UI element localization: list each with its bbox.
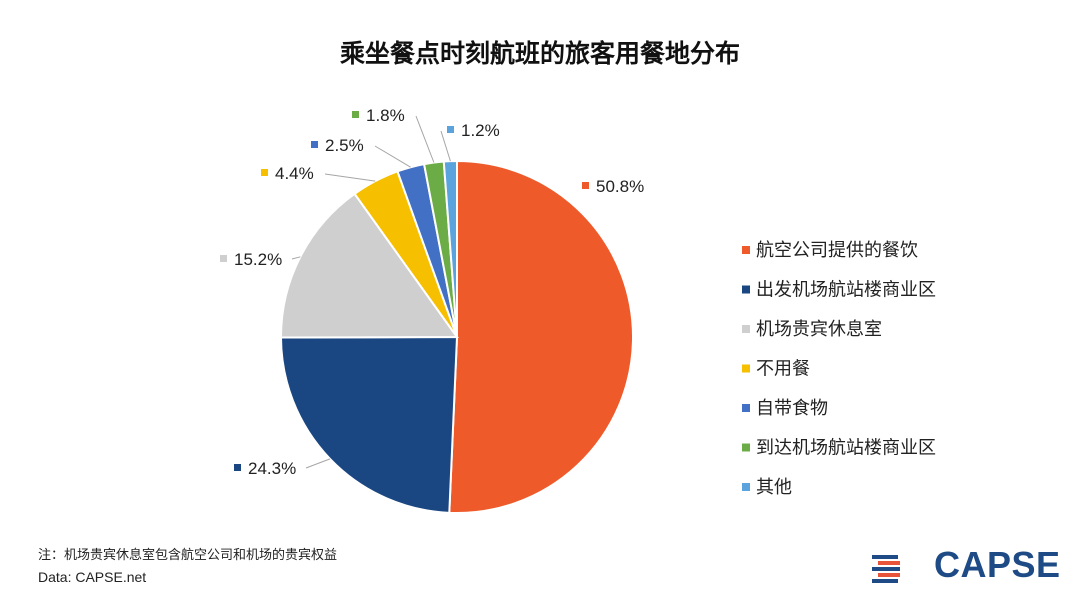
legend: 航空公司提供的餐饮出发机场航站楼商业区机场贵宾休息室不用餐自带食物到达机场航站楼… bbox=[742, 240, 936, 498]
data-label-text: 1.8% bbox=[366, 106, 405, 125]
data-label-marker bbox=[582, 182, 589, 189]
legend-item-7: 其他 bbox=[742, 477, 792, 498]
data-label-marker bbox=[261, 169, 268, 176]
data-label-5: 2.5% bbox=[311, 136, 364, 155]
footnote: 注：机场贵宾休息室包含航空公司和机场的贵宾权益 bbox=[38, 548, 338, 563]
legend-item-4: 不用餐 bbox=[742, 359, 810, 380]
data-label-6: 1.8% bbox=[352, 106, 405, 125]
data-label-marker bbox=[234, 464, 241, 471]
data-label-marker bbox=[447, 126, 454, 133]
data-label-7: 1.2% bbox=[447, 121, 500, 140]
data-label-3: 15.2% bbox=[220, 250, 282, 269]
data-label-text: 1.2% bbox=[461, 121, 500, 140]
legend-swatch bbox=[742, 404, 750, 412]
logo-stripes-icon bbox=[872, 555, 900, 583]
chart-title: 乘坐餐点时刻航班的旅客用餐地分布 bbox=[340, 39, 740, 68]
legend-label: 机场贵宾休息室 bbox=[756, 319, 882, 340]
legend-swatch bbox=[742, 246, 750, 254]
leader-line-3 bbox=[291, 256, 301, 260]
legend-swatch bbox=[742, 325, 750, 333]
legend-label: 不用餐 bbox=[756, 359, 810, 380]
data-label-text: 2.5% bbox=[325, 136, 364, 155]
leader-line-4 bbox=[324, 173, 376, 182]
data-label-text: 50.8% bbox=[596, 177, 644, 196]
leader-lines bbox=[291, 115, 451, 469]
legend-swatch bbox=[742, 443, 750, 452]
pie-slices bbox=[279, 159, 635, 514]
legend-label: 自带食物 bbox=[756, 398, 828, 419]
data-label-2: 24.3% bbox=[234, 459, 296, 478]
data-label-marker bbox=[352, 111, 359, 118]
legend-label: 出发机场航站楼商业区 bbox=[756, 280, 936, 301]
data-label-4: 4.4% bbox=[261, 164, 314, 183]
leader-line-6 bbox=[415, 115, 435, 163]
data-label-text: 24.3% bbox=[248, 459, 296, 478]
legend-label: 其他 bbox=[756, 477, 792, 498]
pie-slice-2 bbox=[279, 335, 459, 514]
data-label-1: 50.8% bbox=[582, 177, 644, 196]
legend-swatch bbox=[742, 285, 750, 294]
data-source: Data: CAPSE.net bbox=[38, 569, 147, 585]
leader-line-5 bbox=[374, 145, 411, 168]
logo-wordmark: CAPSE bbox=[934, 544, 1061, 585]
data-label-text: 4.4% bbox=[275, 164, 314, 183]
data-label-marker bbox=[220, 255, 227, 262]
capse-logo bbox=[872, 555, 900, 583]
legend-item-5: 自带食物 bbox=[742, 398, 828, 419]
leader-line-2 bbox=[305, 458, 331, 469]
legend-swatch bbox=[742, 483, 750, 491]
legend-item-3: 机场贵宾休息室 bbox=[742, 319, 882, 340]
legend-label: 到达机场航站楼商业区 bbox=[756, 438, 936, 459]
legend-swatch bbox=[742, 364, 750, 373]
data-label-marker bbox=[311, 141, 318, 148]
legend-item-2: 出发机场航站楼商业区 bbox=[742, 280, 936, 301]
data-labels: 50.8% 24.3% 15.2% 4.4% 2.5%1.8% 1.2% bbox=[220, 106, 644, 478]
legend-item-1: 航空公司提供的餐饮 bbox=[742, 240, 918, 261]
pie-slice-1 bbox=[448, 159, 635, 514]
legend-label: 航空公司提供的餐饮 bbox=[756, 240, 918, 261]
data-label-text: 15.2% bbox=[234, 250, 282, 269]
leader-line-7 bbox=[440, 130, 451, 162]
legend-item-6: 到达机场航站楼商业区 bbox=[742, 438, 936, 459]
pie-slice-7 bbox=[442, 159, 458, 338]
